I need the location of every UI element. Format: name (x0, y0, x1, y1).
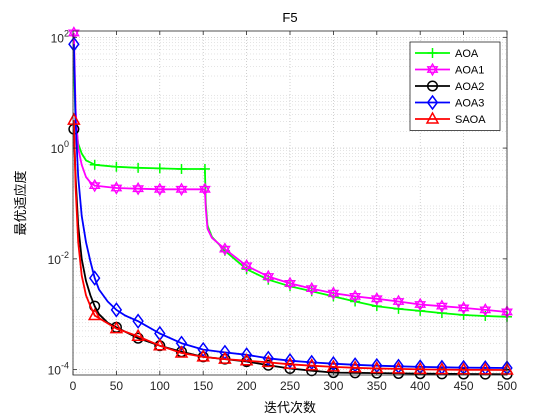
data-point (479, 303, 492, 317)
data-point (240, 258, 253, 273)
axis-ticks: 0 50 100 150 200 250 300 350 400 450 500 10-4 10-2 10… (48, 28, 518, 393)
data-point (110, 302, 123, 318)
data-point (88, 270, 101, 286)
chart-title: F5 (282, 10, 297, 25)
legend-label: AOA3 (455, 98, 484, 110)
data-point (87, 307, 102, 321)
data-point (68, 36, 80, 52)
data-point (67, 26, 80, 40)
data-point (199, 182, 211, 197)
legend-entry: AOA (415, 48, 479, 60)
x-tick-label: 100 (150, 379, 170, 393)
data-point (393, 303, 404, 314)
legend: AOA AOA1 AOA2 AOA3 SAOA (409, 41, 501, 131)
data-point (348, 360, 362, 373)
data-point (153, 182, 166, 197)
data-point (262, 269, 275, 284)
data-point (67, 112, 81, 125)
data-point (370, 292, 383, 306)
y-axis-label: 最优适应度 (13, 170, 29, 235)
data-point (196, 349, 210, 362)
series-aoa1 (67, 26, 513, 319)
legend-label: AOA1 (455, 65, 484, 77)
legend-label: AOA (455, 48, 479, 60)
data-point (199, 163, 210, 174)
series-line-aoa1 (73, 32, 508, 313)
y-tick-label: 10-4 (48, 361, 69, 378)
legend-marker (427, 48, 438, 58)
data-point (218, 351, 232, 364)
x-tick-label: 400 (410, 379, 430, 393)
data-point (132, 313, 144, 329)
data-point (153, 338, 167, 351)
x-tick-label: 450 (454, 379, 474, 393)
data-point (261, 354, 276, 368)
data-point (88, 178, 101, 193)
legend-label: SAOA (455, 114, 486, 126)
legend-entry: AOA2 (415, 80, 484, 93)
data-point (111, 161, 122, 172)
legend-marker (425, 111, 440, 124)
data-point (175, 335, 188, 351)
data-point (284, 352, 296, 369)
legend-entry: AOA3 (415, 94, 484, 111)
legend-marker (426, 62, 439, 77)
series-layer (67, 26, 514, 380)
data-point (457, 301, 470, 315)
data-point (176, 163, 187, 174)
data-point (284, 276, 296, 291)
series-saoa (67, 112, 514, 375)
x-tick-label: 50 (110, 379, 124, 393)
data-point (175, 182, 188, 197)
data-point (371, 301, 382, 312)
data-point (391, 361, 406, 374)
data-point (131, 328, 145, 342)
data-point (174, 345, 189, 358)
data-point (154, 163, 165, 174)
legend-marker (426, 94, 439, 111)
data-point (326, 359, 341, 372)
data-point (478, 362, 493, 375)
y-tick-label: 102 (51, 28, 69, 45)
data-point (89, 159, 100, 170)
x-tick-label: 500 (497, 379, 517, 393)
data-point (109, 321, 124, 334)
data-point (304, 358, 319, 371)
data-point (132, 181, 144, 196)
legend-entry: AOA1 (415, 62, 484, 77)
x-tick-label: 250 (280, 379, 300, 393)
legend-label: AOA2 (455, 81, 484, 93)
data-point (239, 353, 254, 366)
x-tick-label: 0 (70, 379, 77, 393)
x-tick-label: 200 (237, 379, 257, 393)
data-point (133, 162, 144, 173)
data-point (436, 308, 447, 319)
y-tick-label: 100 (51, 139, 69, 156)
data-point (219, 242, 231, 256)
x-axis-label: 迭代次数 (264, 400, 316, 416)
data-point (283, 356, 297, 370)
x-tick-label: 300 (323, 379, 343, 393)
data-point (349, 289, 361, 304)
data-point (436, 299, 448, 313)
data-point (392, 294, 405, 309)
data-point (262, 350, 275, 367)
x-tick-label: 350 (367, 379, 387, 393)
data-point (110, 181, 123, 195)
data-point (435, 362, 449, 375)
legend-marker (426, 80, 439, 92)
y-tick-label: 10-2 (48, 250, 69, 267)
x-tick-label: 150 (193, 379, 213, 393)
legend-entry: SAOA (415, 111, 486, 126)
data-point (458, 309, 469, 320)
data-point (414, 297, 427, 312)
data-point (305, 281, 318, 296)
data-point (327, 286, 340, 300)
